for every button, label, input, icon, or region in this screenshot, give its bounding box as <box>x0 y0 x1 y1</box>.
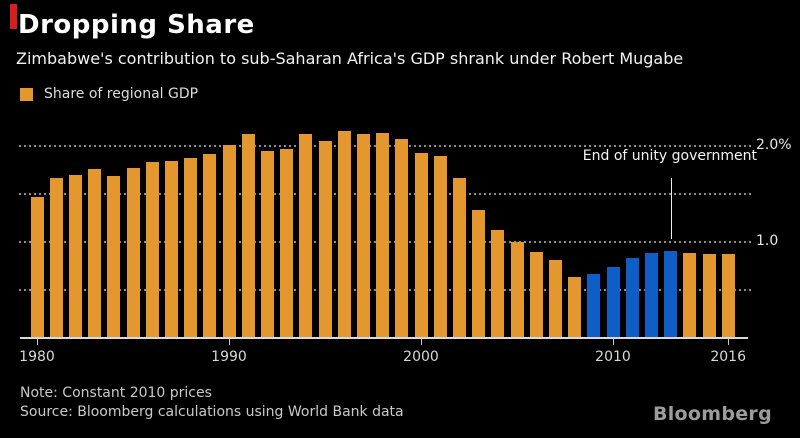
bloomberg-logo: Bloomberg <box>652 403 772 425</box>
bar-2011 <box>625 258 639 338</box>
chart-subtitle: Zimbabwe's contribution to sub-Saharan A… <box>16 49 684 68</box>
x-tick-1990 <box>229 339 230 345</box>
x-tick-2016 <box>728 339 730 345</box>
bar-1988 <box>184 157 198 338</box>
bar-1985 <box>126 168 140 338</box>
bar-1992 <box>260 150 274 338</box>
bar-2005 <box>510 242 524 338</box>
bar-2003 <box>472 210 486 338</box>
bar-1983 <box>88 169 102 338</box>
x-tick-2000 <box>421 339 422 345</box>
bar-1980 <box>30 196 44 338</box>
bar-1996 <box>337 130 351 338</box>
bar-2009 <box>587 273 601 338</box>
bar-1987 <box>164 161 178 338</box>
bar-2007 <box>548 260 562 338</box>
bar-2015 <box>702 253 716 338</box>
x-tick-label-1990: 1990 <box>211 349 247 365</box>
legend: Share of regional GDP <box>20 86 198 102</box>
x-tick-label-2016: 2016 <box>710 349 746 365</box>
annotation-text: End of unity government <box>582 148 757 164</box>
bar-1990 <box>222 145 236 338</box>
annotation-line <box>670 178 673 239</box>
x-tick-1980 <box>37 339 38 345</box>
bar-1997 <box>356 133 370 338</box>
bar-2014 <box>683 252 697 338</box>
bar-1981 <box>49 177 63 338</box>
bar-1991 <box>241 133 255 338</box>
legend-swatch-icon <box>20 87 33 101</box>
bar-2016 <box>721 254 735 338</box>
bar-2000 <box>414 152 428 338</box>
x-tick-label-2010: 2010 <box>595 349 631 365</box>
y-axis-label-2: 2.0% <box>756 137 792 153</box>
legend-label: Share of regional GDP <box>44 86 199 102</box>
bar-1986 <box>145 162 159 338</box>
x-tick-2010 <box>613 339 614 345</box>
y-axis-label-1: 1.0 <box>756 233 779 249</box>
bar-1982 <box>68 174 82 338</box>
bar-1984 <box>107 175 121 338</box>
bar-1989 <box>203 153 217 338</box>
red-accent-bar <box>10 4 17 29</box>
x-axis-line <box>20 337 748 339</box>
chart-title: Dropping Share <box>18 10 255 40</box>
bar-2013 <box>664 250 678 338</box>
source-text: Source: Bloomberg calculations using Wor… <box>20 404 404 420</box>
bar-1993 <box>280 148 294 338</box>
x-tick-label-1980: 1980 <box>19 349 55 365</box>
bar-1995 <box>318 141 332 338</box>
bar-2012 <box>644 252 658 338</box>
bar-2010 <box>606 266 620 338</box>
x-tick-label-2000: 2000 <box>403 349 439 365</box>
bar-1998 <box>376 132 390 338</box>
bar-2001 <box>433 155 447 338</box>
bar-2008 <box>568 276 582 338</box>
bar-1999 <box>395 139 409 338</box>
bar-2004 <box>491 230 505 338</box>
bar-2002 <box>452 177 466 338</box>
bar-2006 <box>529 251 543 338</box>
bar-1994 <box>299 134 313 338</box>
note-text: Note: Constant 2010 prices <box>20 385 212 401</box>
